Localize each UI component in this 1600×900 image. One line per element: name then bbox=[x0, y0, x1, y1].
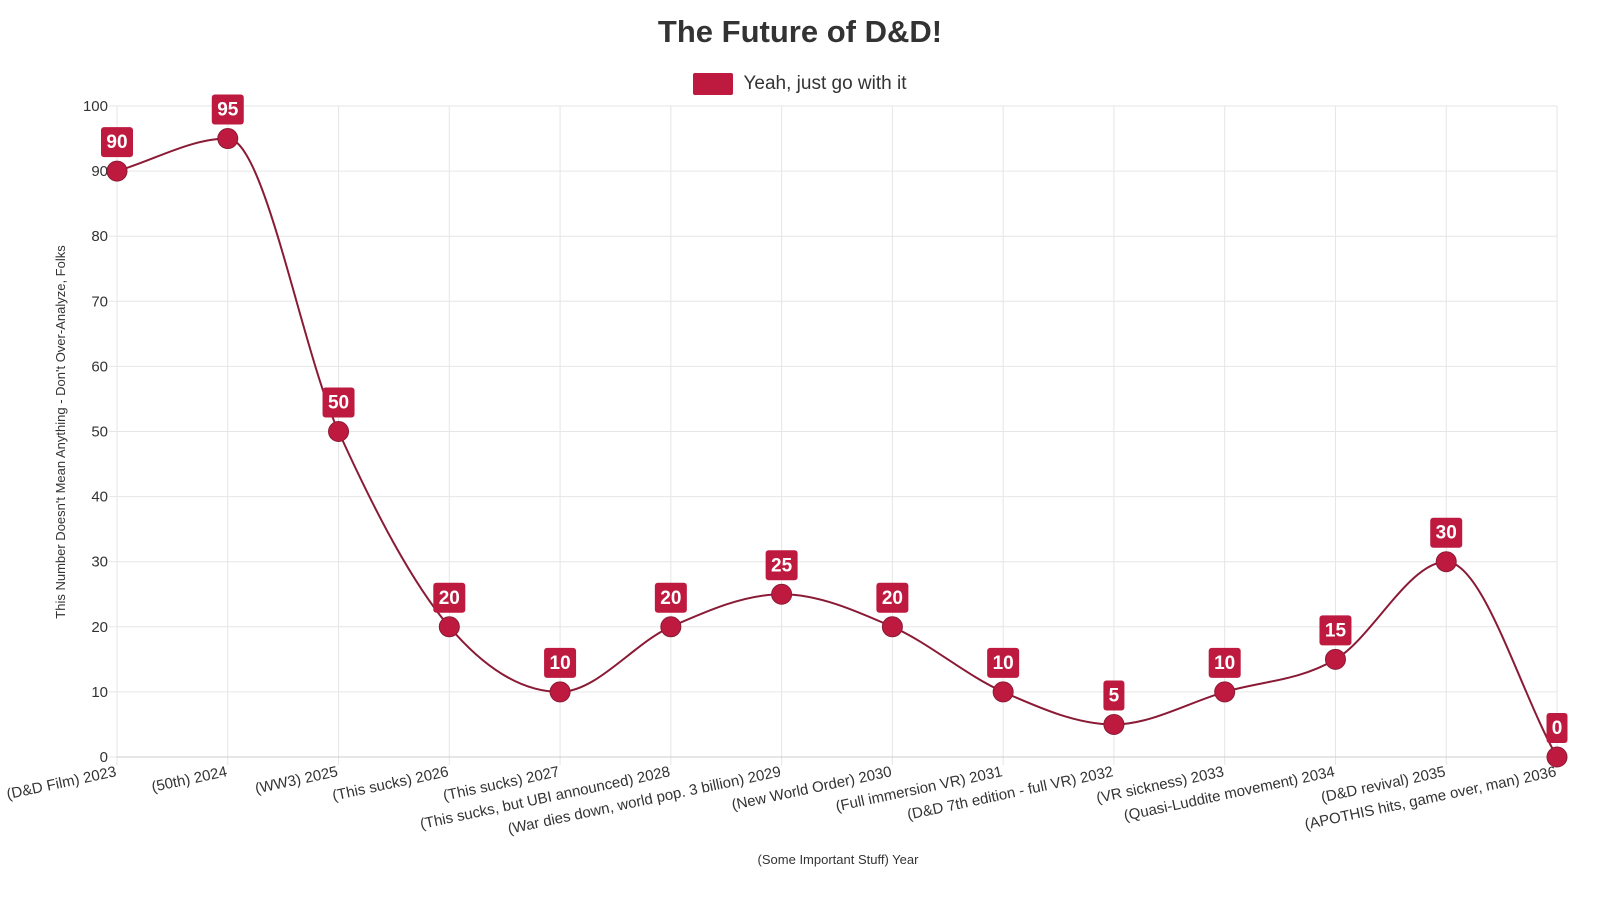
data-label: 20 bbox=[882, 588, 903, 609]
data-label-box bbox=[1103, 680, 1125, 711]
data-label-box bbox=[876, 582, 909, 613]
data-point[interactable] bbox=[1435, 551, 1457, 573]
data-point[interactable] bbox=[328, 421, 350, 442]
data-point[interactable] bbox=[1546, 746, 1568, 768]
y-tick-label: 80 bbox=[91, 228, 108, 245]
y-tick-label: 30 bbox=[91, 554, 108, 571]
data-label: 5 bbox=[1109, 685, 1120, 706]
y-tick-label: 10 bbox=[91, 684, 108, 701]
data-label: 25 bbox=[771, 555, 793, 576]
data-label: 20 bbox=[439, 588, 460, 609]
data-label: 30 bbox=[1436, 523, 1457, 544]
y-tick-label: 70 bbox=[91, 293, 108, 310]
data-point[interactable] bbox=[438, 616, 460, 638]
y-tick-label: 0 bbox=[100, 749, 108, 766]
data-point[interactable] bbox=[106, 160, 128, 182]
data-point[interactable] bbox=[1214, 681, 1236, 703]
legend-swatch bbox=[693, 73, 734, 95]
y-tick-label: 50 bbox=[91, 424, 108, 441]
legend-label: Yeah, just go with it bbox=[743, 73, 907, 94]
data-label: 10 bbox=[1214, 653, 1235, 674]
grid-lines bbox=[109, 105, 1558, 765]
data-label-box bbox=[1319, 615, 1352, 646]
data-label: 0 bbox=[1552, 718, 1563, 739]
data-point[interactable] bbox=[1324, 648, 1346, 670]
data-label-box bbox=[1430, 517, 1463, 548]
data-point[interactable] bbox=[217, 128, 239, 150]
data-labels: 90 95 50 20 10 20 25 20 10 5 10 15 30 0 bbox=[101, 94, 1568, 743]
x-tick-label: (This sucks) 2026 bbox=[331, 763, 450, 804]
data-label-box bbox=[654, 582, 687, 613]
x-tick-label: (50th) 2024 bbox=[150, 763, 229, 796]
data-point[interactable] bbox=[771, 583, 793, 605]
x-axis-title: (Some Important Stuff) Year bbox=[758, 852, 920, 867]
data-point[interactable] bbox=[660, 616, 682, 638]
data-points bbox=[106, 128, 1568, 768]
legend[interactable]: Yeah, just go with it bbox=[0, 73, 1600, 95]
data-label: 95 bbox=[217, 100, 239, 121]
y-tick-label: 40 bbox=[91, 489, 108, 506]
chart-title: The Future of D&D! bbox=[657, 14, 943, 49]
data-label-box bbox=[987, 647, 1020, 678]
y-tick-label: 100 bbox=[83, 98, 108, 115]
data-label-box bbox=[433, 582, 466, 613]
data-label: 20 bbox=[660, 588, 681, 609]
data-label-box bbox=[1546, 713, 1568, 743]
data-label-box bbox=[322, 387, 355, 418]
data-label: 10 bbox=[993, 653, 1014, 674]
data-point[interactable] bbox=[992, 681, 1014, 703]
x-tick-label: (WW3) 2025 bbox=[253, 763, 339, 797]
data-label-box bbox=[1208, 647, 1241, 678]
data-label-box bbox=[101, 127, 133, 158]
data-label: 90 bbox=[106, 132, 127, 153]
data-label: 15 bbox=[1325, 620, 1347, 641]
data-label-box bbox=[765, 550, 798, 581]
x-axis-ticks: (D&D Film) 2023 (50th) 2024 (WW3) 2025(Thi… bbox=[5, 763, 1558, 838]
y-axis-title: This Number Doesn't Mean Anything - Don'… bbox=[53, 245, 68, 619]
data-label: 10 bbox=[550, 653, 571, 674]
data-point[interactable] bbox=[881, 616, 903, 638]
data-label-box bbox=[544, 647, 577, 678]
x-tick-label: (D&D Film) 2023 bbox=[5, 763, 118, 803]
y-tick-label: 20 bbox=[91, 619, 108, 636]
data-label-box bbox=[211, 94, 244, 125]
y-tick-label: 60 bbox=[91, 358, 108, 375]
y-tick-label: 90 bbox=[91, 163, 108, 180]
data-point[interactable] bbox=[549, 681, 571, 703]
data-point[interactable] bbox=[1103, 713, 1125, 735]
y-axis-ticks: 0 10 20 30 40 50 60 70 80 90 100 bbox=[83, 98, 108, 766]
data-label: 50 bbox=[328, 393, 349, 414]
